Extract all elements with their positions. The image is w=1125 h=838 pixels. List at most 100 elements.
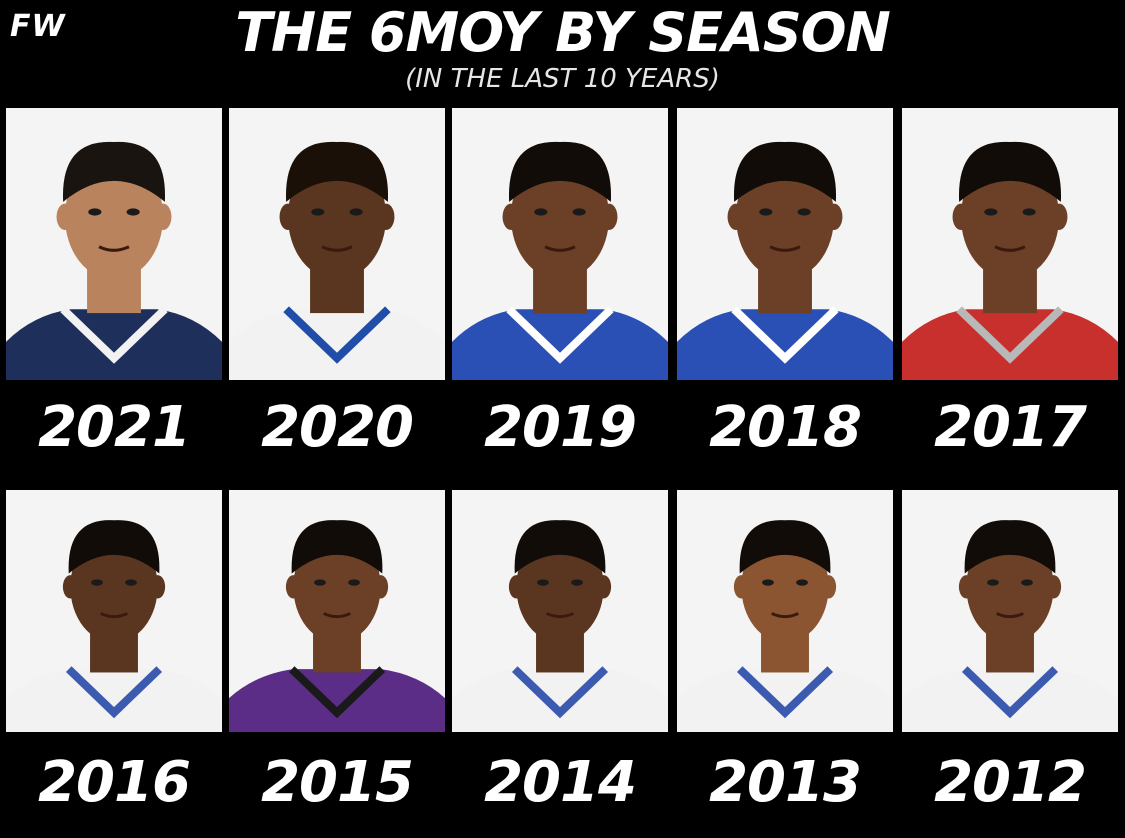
collar-trim — [956, 306, 1064, 364]
hair-shape — [62, 141, 166, 202]
eye-right — [1021, 579, 1033, 586]
eye-left — [987, 579, 999, 586]
player-photo — [229, 108, 445, 380]
season-year: 2020 — [229, 380, 445, 476]
jersey-shape — [229, 309, 445, 380]
winner-card-2013: 2013 — [677, 490, 893, 834]
season-year: 2015 — [229, 732, 445, 834]
jersey-shape — [452, 669, 668, 732]
collar-trim — [283, 306, 391, 364]
mouth-shape — [771, 612, 799, 619]
winner-card-2016: 2016 — [6, 490, 222, 834]
eye-left — [91, 579, 103, 586]
player-photo — [6, 108, 222, 380]
eye-left — [537, 579, 549, 586]
eye-right — [126, 208, 140, 216]
collar-trim — [60, 306, 168, 364]
ear-left — [285, 575, 301, 599]
mouth-shape — [769, 245, 801, 252]
page-subtitle: (IN THE LAST 10 YEARS) — [405, 64, 720, 94]
ear-left — [727, 203, 745, 230]
ear-left — [952, 203, 970, 230]
headshot-illustration — [677, 141, 893, 380]
hair-shape — [733, 141, 837, 202]
jersey-shape — [6, 669, 222, 732]
winner-card-2015: 2015 — [229, 490, 445, 834]
hair-shape — [958, 141, 1062, 202]
mouth-shape — [100, 612, 128, 619]
headshot-illustration — [677, 520, 893, 732]
season-year: 2021 — [6, 380, 222, 476]
hair-shape — [68, 520, 160, 574]
collar-trim — [288, 666, 386, 719]
ear-left — [733, 575, 749, 599]
mouth-shape — [994, 245, 1026, 252]
jersey-shape — [677, 669, 893, 732]
eye-right — [349, 208, 363, 216]
player-photo — [677, 108, 893, 380]
mouth-shape — [98, 245, 130, 252]
eye-left — [88, 208, 102, 216]
ear-right — [596, 575, 612, 599]
hair-shape — [285, 141, 389, 202]
ear-right — [1046, 575, 1062, 599]
player-photo — [6, 490, 222, 732]
winner-card-2020: 2020 — [229, 108, 445, 480]
player-photo — [902, 108, 1118, 380]
mouth-shape — [321, 245, 353, 252]
ear-left — [958, 575, 974, 599]
season-year: 2013 — [677, 732, 893, 834]
eye-left — [314, 579, 326, 586]
eye-left — [759, 208, 773, 216]
ear-right — [1050, 203, 1068, 230]
eye-right — [572, 208, 586, 216]
player-photo — [452, 108, 668, 380]
eye-right — [125, 579, 137, 586]
hair-shape — [508, 141, 612, 202]
winner-card-2012: 2012 — [902, 490, 1118, 834]
jersey-shape — [452, 309, 668, 380]
collar-trim — [961, 666, 1059, 719]
ear-right — [825, 203, 843, 230]
collar-trim — [736, 666, 834, 719]
jersey-shape — [6, 309, 222, 380]
page-title: THE 6MOY BY SEASON — [235, 1, 891, 64]
eye-right — [797, 208, 811, 216]
mouth-shape — [546, 612, 574, 619]
ear-left — [62, 575, 78, 599]
ear-right — [373, 575, 389, 599]
hair-shape — [739, 520, 831, 574]
eye-right — [1022, 208, 1036, 216]
season-year: 2019 — [452, 380, 668, 476]
winner-card-2017: 2017 — [902, 108, 1118, 480]
jersey-shape — [902, 309, 1118, 380]
eye-left — [534, 208, 548, 216]
collar-trim — [731, 306, 839, 364]
winner-card-2014: 2014 — [452, 490, 668, 834]
season-year: 2014 — [452, 732, 668, 834]
headshot-illustration — [6, 520, 222, 732]
winner-card-2021: 2021 — [6, 108, 222, 480]
season-year: 2018 — [677, 380, 893, 476]
eye-right — [796, 579, 808, 586]
collar-trim — [65, 666, 163, 719]
ear-right — [154, 203, 172, 230]
hair-shape — [964, 520, 1056, 574]
season-year: 2017 — [902, 380, 1118, 476]
jersey-shape — [677, 309, 893, 380]
player-photo — [452, 490, 668, 732]
headshot-illustration — [6, 141, 222, 380]
header: FW THE 6MOY BY SEASON (IN THE LAST 10 YE… — [0, 0, 1125, 108]
season-year: 2016 — [6, 732, 222, 834]
winner-card-2019: 2019 — [452, 108, 668, 480]
player-photo — [229, 490, 445, 732]
headshot-illustration — [452, 141, 668, 380]
headshot-illustration — [229, 141, 445, 380]
ear-left — [508, 575, 524, 599]
eye-right — [571, 579, 583, 586]
ear-right — [821, 575, 837, 599]
eye-left — [762, 579, 774, 586]
mouth-shape — [323, 612, 351, 619]
ear-left — [279, 203, 297, 230]
ear-right — [150, 575, 166, 599]
